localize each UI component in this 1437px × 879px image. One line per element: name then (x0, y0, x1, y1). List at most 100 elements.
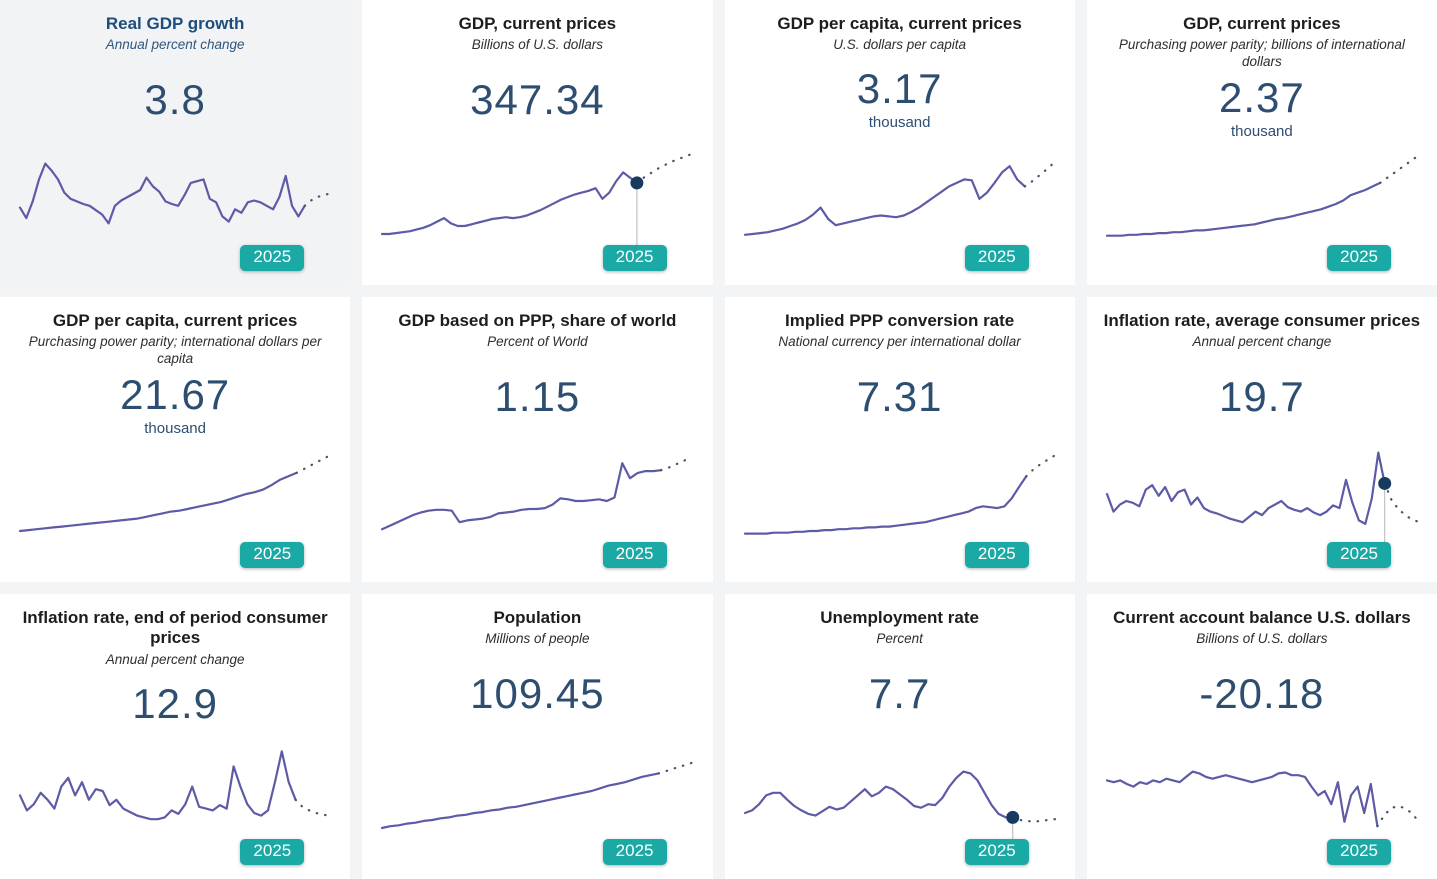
sparkline-svg (381, 455, 694, 531)
sparkline-projection (294, 798, 332, 817)
sparkline-chart: 2025 (737, 442, 1063, 574)
indicator-unit: thousand (1231, 122, 1293, 140)
indicator-card-5[interactable]: GDP based on PPP, share of world Percent… (362, 297, 713, 582)
indicator-card-2[interactable]: GDP per capita, current prices U.S. doll… (724, 0, 1075, 285)
card-title: GDP, current prices (458, 14, 617, 33)
value-block: 19.7 (1099, 351, 1425, 442)
indicator-card-8[interactable]: Inflation rate, end of period consumer p… (0, 594, 351, 879)
indicator-value: 1.15 (494, 372, 581, 420)
sparkline-svg (381, 761, 694, 830)
card-title: Unemployment rate (820, 608, 979, 627)
card-header: GDP per capita, current prices U.S. doll… (737, 14, 1063, 54)
card-title: GDP based on PPP, share of world (398, 311, 677, 330)
card-subtitle: Millions of people (485, 631, 590, 647)
sparkline-projection (295, 454, 332, 474)
indicator-value: 347.34 (470, 75, 605, 123)
sparkline-projection (660, 455, 694, 472)
card-header: GDP, current prices Billions of U.S. dol… (374, 14, 700, 54)
sparkline-history (19, 750, 297, 821)
card-header: Inflation rate, average consumer prices … (1099, 311, 1425, 351)
indicator-card-4[interactable]: GDP per capita, current prices Purchasin… (0, 297, 351, 582)
indicator-value: -20.18 (1199, 669, 1325, 717)
card-header: GDP, current prices Purchasing power par… (1099, 14, 1425, 71)
card-title: GDP per capita, current prices (777, 14, 1022, 33)
sparkline-projection (1024, 454, 1056, 478)
indicator-card-6[interactable]: Implied PPP conversion rate National cur… (724, 297, 1075, 582)
sparkline-history (1105, 770, 1379, 828)
indicator-card-7[interactable]: Inflation rate, average consumer prices … (1086, 297, 1437, 582)
sparkline-history (1105, 451, 1386, 526)
value-block: 12.9 (12, 669, 338, 739)
sparkline-history (19, 471, 298, 533)
sparkline-chart: 2025 (1099, 442, 1425, 574)
card-subtitle: Percent of World (487, 334, 588, 350)
indicator-card-0[interactable]: Real GDP growth Annual percent change 3.… (0, 0, 351, 285)
sparkline-svg (1105, 155, 1418, 237)
sparkline-projection (1378, 155, 1418, 185)
sparkline-history (381, 171, 639, 236)
value-block: 3.8 (12, 54, 338, 145)
sparkline-chart: 2025 (12, 442, 338, 574)
indicator-card-3[interactable]: GDP, current prices Purchasing power par… (1086, 0, 1437, 285)
sparkline-svg (19, 454, 332, 533)
value-block: 109.45 (374, 648, 700, 739)
sparkline-chart: 2025 (374, 739, 700, 871)
sparkline-history (381, 462, 663, 531)
sparkline-chart: 2025 (374, 442, 700, 574)
marker-dot (1378, 476, 1392, 490)
value-block: 7.7 (737, 648, 1063, 739)
card-subtitle: Purchasing power parity; billions of int… (1118, 37, 1405, 70)
indicator-card-11[interactable]: Current account balance U.S. dollars Bil… (1086, 594, 1437, 879)
card-title: GDP per capita, current prices (52, 311, 298, 330)
year-badge: 2025 (240, 839, 305, 865)
card-subtitle: Purchasing power parity; international d… (28, 334, 322, 367)
card-subtitle: Annual percent change (105, 37, 245, 53)
sparkline-history (743, 475, 1027, 535)
sparkline-projection (1383, 482, 1418, 523)
indicator-card-1[interactable]: GDP, current prices Billions of U.S. dol… (362, 0, 713, 285)
value-block: 1.15 (374, 351, 700, 442)
card-header: GDP based on PPP, share of world Percent… (374, 311, 700, 351)
sparkline-projection (636, 152, 694, 185)
card-header: Current account balance U.S. dollars Bil… (1099, 608, 1425, 648)
indicator-value: 12.9 (132, 679, 218, 727)
indicator-value: 7.31 (856, 372, 943, 420)
sparkline-svg (743, 454, 1056, 535)
sparkline-projection (1023, 160, 1056, 188)
year-badge: 2025 (602, 245, 667, 271)
indicator-value: 7.7 (868, 669, 931, 717)
year-badge: 2025 (240, 542, 305, 568)
sparkline-projection (1376, 804, 1418, 828)
indicator-card-10[interactable]: Unemployment rate Percent 7.7 2025 (724, 594, 1075, 879)
card-title: Population (493, 608, 582, 627)
value-block: 7.31 (737, 351, 1063, 442)
sparkline-chart: 2025 (737, 145, 1063, 277)
indicator-value: 3.17 (856, 65, 943, 113)
sparkline-history (1105, 181, 1382, 237)
sparkline-svg (19, 162, 332, 225)
sparkline-chart: 2025 (737, 739, 1063, 871)
card-subtitle: Percent (876, 631, 923, 647)
card-subtitle: National currency per international doll… (778, 334, 1021, 350)
sparkline-chart: 2025 (12, 145, 338, 277)
value-block: -20.18 (1099, 648, 1425, 739)
sparkline-chart: 2025 (374, 145, 700, 277)
year-badge: 2025 (964, 839, 1029, 865)
marker-dot (1005, 810, 1019, 824)
sparkline-svg (1105, 770, 1418, 828)
card-title: Real GDP growth (105, 14, 245, 33)
sparkline-svg (743, 160, 1056, 236)
sparkline-history (743, 770, 1014, 819)
sparkline-history (19, 162, 306, 225)
value-block: 2.37 thousand (1099, 71, 1425, 145)
sparkline-svg (381, 152, 694, 269)
sparkline-projection (1011, 816, 1056, 823)
year-badge: 2025 (240, 245, 305, 271)
indicator-card-9[interactable]: Population Millions of people 109.45 202… (362, 594, 713, 879)
indicator-value: 109.45 (470, 669, 605, 717)
card-title: Inflation rate, average consumer prices (1103, 311, 1421, 330)
value-block: 347.34 (374, 54, 700, 145)
indicator-value: 3.8 (144, 75, 206, 123)
year-badge: 2025 (964, 245, 1029, 271)
